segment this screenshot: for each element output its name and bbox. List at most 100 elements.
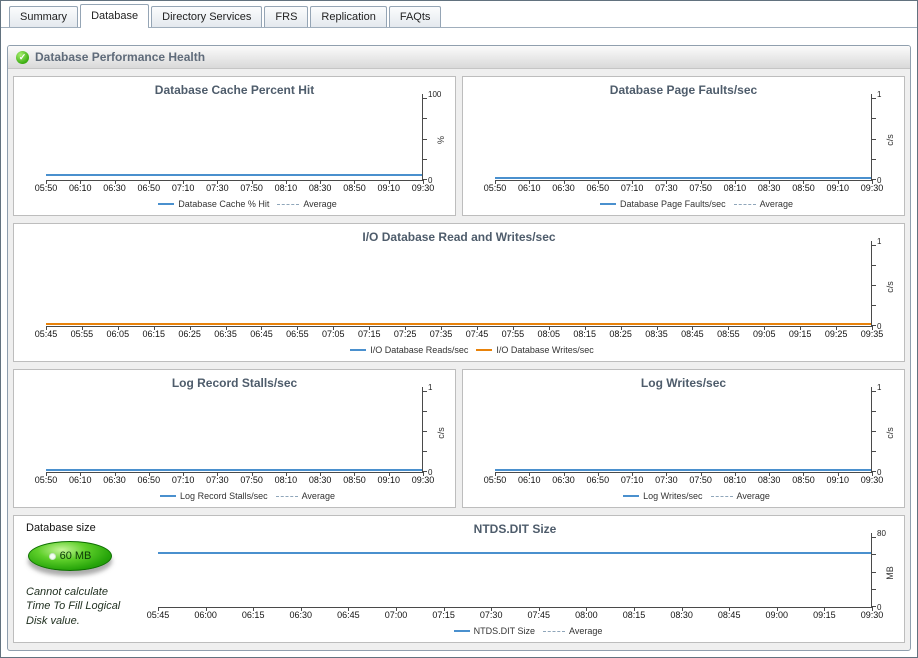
x-axis-tick — [872, 180, 873, 184]
x-axis-tick — [597, 180, 599, 184]
database-size-label: Database size — [26, 522, 96, 534]
x-tick-label: 08:10 — [274, 475, 298, 485]
x-axis-tick — [729, 607, 731, 611]
legend-swatch-solid — [160, 495, 177, 497]
x-axis-labels: 05:50 06:10 06:30 06:50 07:10 07:30 07:50 08:10… — [484, 475, 884, 488]
x-tick-label: 09:30 — [411, 183, 435, 193]
x-axis-tick — [114, 180, 116, 184]
x-axis-tick — [734, 472, 736, 476]
x-tick-label: 07:15 — [432, 610, 455, 620]
chart-row-2: I/O Database Read and Writes/sec 1 c/s 0 05:… — [13, 223, 905, 362]
tab-directory-services[interactable]: Directory Services — [151, 6, 263, 27]
tab-faqts[interactable]: FAQts — [388, 6, 442, 27]
x-tick-label: 08:05 — [537, 329, 561, 339]
y-axis-labels: 1 c/s 0 — [872, 90, 898, 185]
x-tick-label: 09:30 — [860, 475, 884, 485]
x-axis-tick — [495, 472, 496, 476]
y-axis-labels: 1 c/s 0 — [872, 383, 898, 477]
x-tick-label: 09:30 — [860, 610, 884, 620]
legend-label: NTDS.DIT Size — [473, 626, 535, 636]
x-axis-tick — [529, 180, 531, 184]
y-axis-tick — [872, 391, 876, 392]
x-axis-tick — [728, 326, 730, 330]
x-tick-label: 06:30 — [289, 610, 313, 620]
chart-io-database-read-writes: I/O Database Read and Writes/sec 1 c/s 0 05:… — [13, 223, 905, 362]
x-tick-label: 09:15 — [788, 329, 812, 339]
x-tick-label: 07:50 — [240, 475, 263, 485]
x-axis-labels: 05:45 06:00 06:15 06:30 06:45 07:00 07:15 07:30… — [147, 610, 884, 623]
x-tick-label: 06:30 — [552, 475, 575, 485]
x-tick-label: 06:50 — [137, 183, 161, 193]
x-tick-label: 06:10 — [518, 475, 541, 485]
x-axis-tick — [443, 607, 445, 611]
x-axis-tick — [632, 180, 634, 184]
x-axis-tick — [656, 326, 658, 330]
x-axis-tick — [114, 472, 116, 476]
x-tick-label: 08:00 — [575, 610, 598, 620]
y-max-label: 1 — [428, 383, 433, 392]
x-tick-label: 06:30 — [103, 475, 126, 485]
y-max-label: 1 — [877, 383, 882, 392]
legend-item: Log Record Stalls/sec — [160, 491, 268, 501]
x-tick-label: 09:10 — [826, 183, 849, 193]
y-axis-unit: % — [436, 135, 446, 145]
chart-legend: Database Page Faults/sec Average — [495, 196, 898, 212]
x-tick-label: 07:30 — [206, 183, 229, 193]
x-tick-label: 06:15 — [241, 610, 265, 620]
legend-swatch-solid — [350, 349, 367, 351]
x-axis-tick — [803, 472, 805, 476]
y-axis-tick — [423, 451, 427, 452]
y-axis-tick — [872, 588, 876, 590]
x-tick-label: 08:30 — [308, 475, 332, 485]
x-tick-label: 06:55 — [286, 329, 309, 339]
x-tick-label: 09:10 — [826, 475, 849, 485]
x-axis-tick — [388, 472, 390, 476]
x-axis-labels: 05:50 06:10 06:30 06:50 07:10 07:30 07:50 08:10… — [35, 183, 435, 196]
x-tick-label: 08:50 — [792, 183, 815, 193]
x-axis-tick — [769, 180, 771, 184]
chart-title: Log Writes/sec — [640, 376, 727, 390]
legend-label: Average — [301, 491, 335, 501]
panel-header: ✓ Database Performance Health — [8, 46, 910, 69]
x-axis-tick — [354, 472, 356, 476]
legend-swatch-solid — [476, 349, 493, 351]
database-size-panel: Database size 60 MB Cannot calculate Tim… — [13, 515, 905, 643]
chart-title: NTDS.DIT Size — [473, 522, 557, 536]
x-tick-label: 07:00 — [384, 610, 408, 620]
x-tick-label: 06:35 — [214, 329, 237, 339]
legend-item: NTDS.DIT Size — [453, 626, 535, 636]
x-tick-label: 07:30 — [655, 475, 678, 485]
y-min-label: 0 — [877, 322, 882, 331]
series-line-database-page-faults-sec — [495, 177, 871, 179]
x-axis-tick — [80, 180, 82, 184]
tab-summary[interactable]: Summary — [9, 6, 79, 27]
tab-frs[interactable]: FRS — [264, 6, 309, 27]
x-axis-labels: 05:50 06:10 06:30 06:50 07:10 07:30 07:50 08:10… — [484, 183, 884, 196]
tab-database[interactable]: Database — [80, 4, 150, 28]
x-axis-tick — [183, 180, 185, 184]
x-axis-tick — [261, 326, 263, 330]
x-tick-label: 08:30 — [757, 475, 781, 485]
legend-label: Average — [759, 199, 793, 209]
tab-replication[interactable]: Replication — [310, 6, 387, 27]
chart-legend: NTDS.DIT Size Average — [158, 623, 898, 639]
x-tick-label: 08:55 — [717, 329, 740, 339]
tab-bar: Summary Database Directory Services FRS Repl… — [1, 1, 917, 28]
x-tick-label: 05:45 — [146, 610, 170, 620]
x-tick-label: 06:30 — [103, 183, 126, 193]
x-axis-tick — [441, 326, 443, 330]
health-ok-icon: ✓ — [16, 50, 29, 64]
y-axis-tick — [872, 431, 876, 432]
y-axis-unit: c/s — [436, 426, 446, 439]
x-axis-tick — [476, 326, 478, 330]
y-axis-labels: 80 MB 0 — [872, 529, 898, 612]
x-axis-tick — [148, 180, 150, 184]
legend-label: I/O Database Reads/sec — [370, 345, 469, 355]
y-min-label: 0 — [877, 468, 882, 477]
x-axis-tick — [348, 607, 350, 611]
x-axis-tick — [803, 180, 805, 184]
y-axis-tick — [872, 325, 876, 326]
legend-item: Average — [710, 491, 770, 501]
plot-area — [158, 533, 876, 611]
y-axis-tick — [872, 305, 876, 306]
